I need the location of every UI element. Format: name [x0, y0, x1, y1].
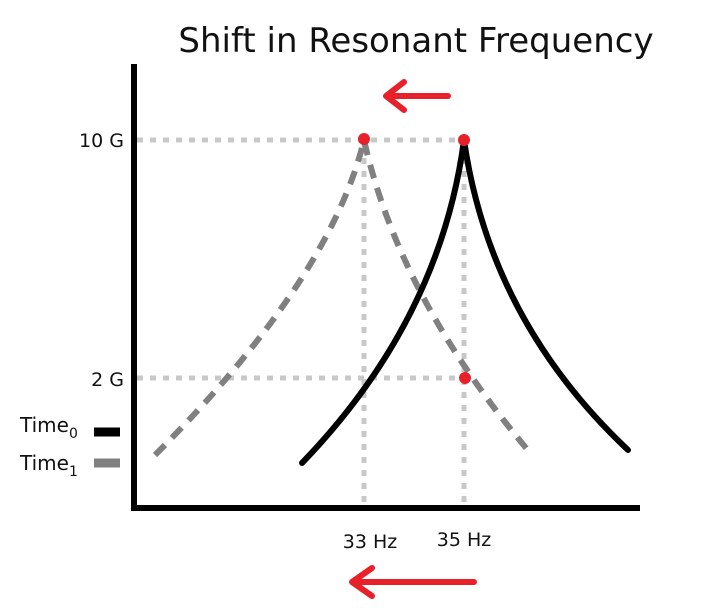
legend-label-time0: Time0	[19, 413, 78, 442]
marker-time1-at-35hz	[459, 372, 471, 384]
y-tick-2g: 2 G	[91, 369, 124, 391]
markers	[358, 133, 471, 384]
marker-time1-peak	[358, 133, 370, 145]
axes	[131, 64, 640, 511]
curve-time1	[152, 139, 535, 458]
diagram-title: Shift in Resonant Frequency	[178, 21, 653, 61]
top-shift-arrow	[383, 79, 451, 113]
x-tick-33hz: 33 Hz	[343, 531, 398, 553]
bottom-shift-arrow	[349, 565, 477, 599]
marker-time0-peak	[458, 134, 470, 146]
legend-label-time1: Time1	[19, 451, 78, 480]
guide-lines	[137, 137, 467, 506]
x-tick-35hz: 35 Hz	[437, 529, 492, 551]
legend: Time0 Time1	[19, 413, 120, 480]
y-tick-10g: 10 G	[79, 130, 124, 152]
